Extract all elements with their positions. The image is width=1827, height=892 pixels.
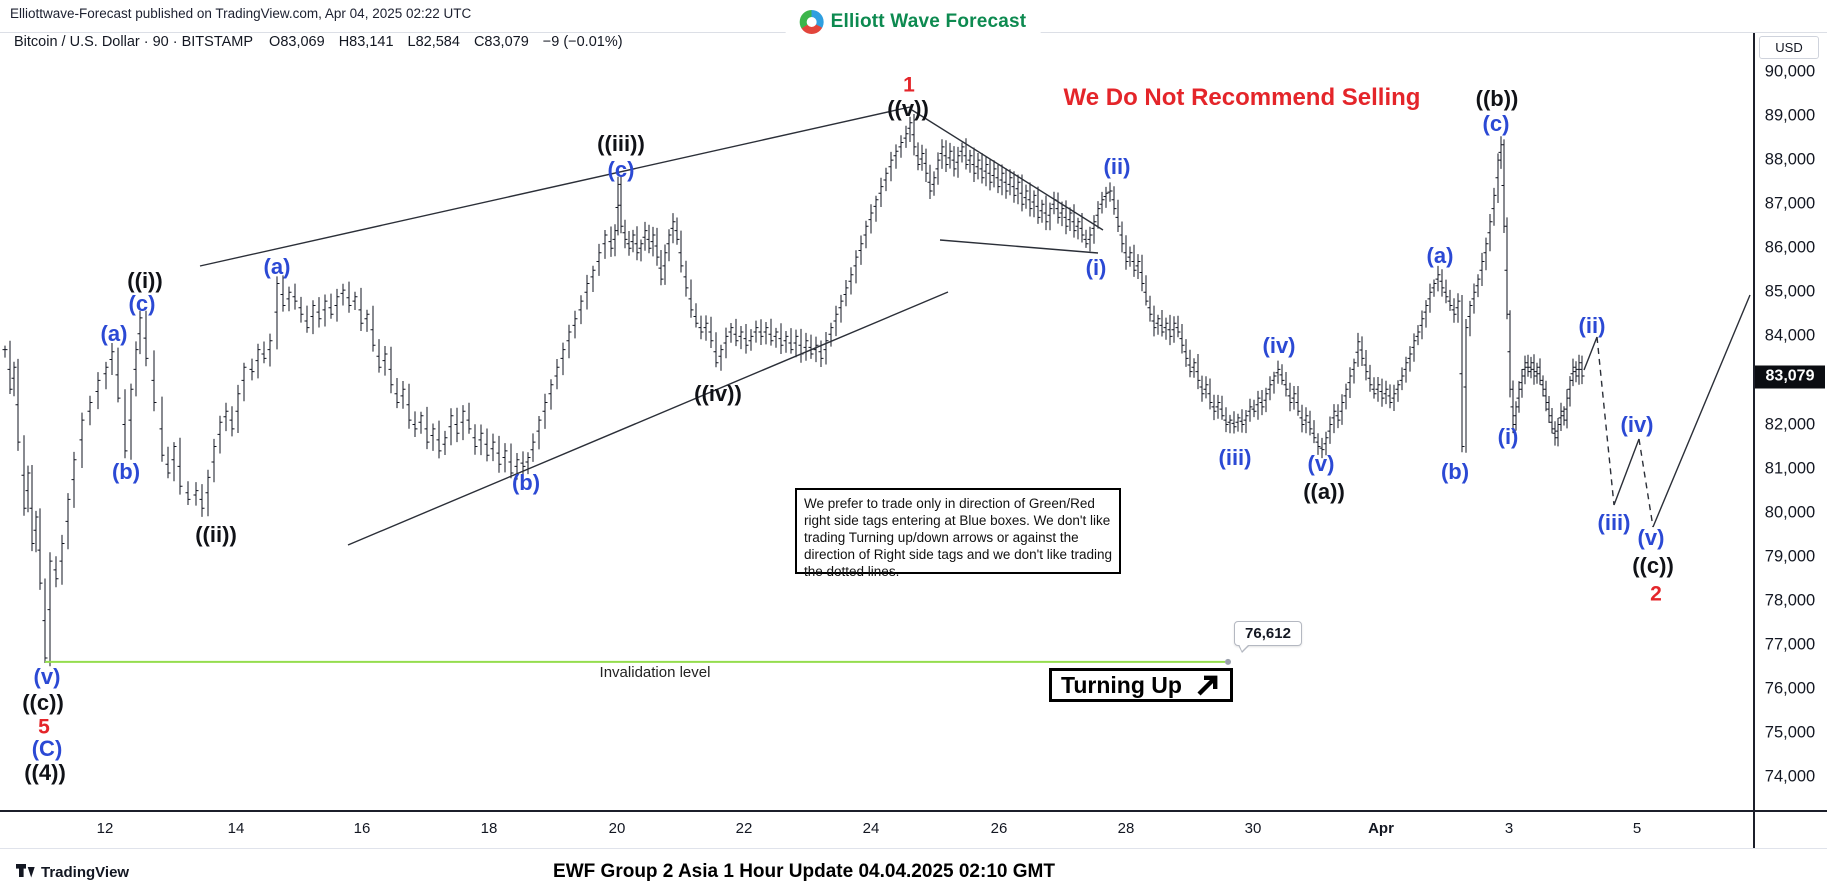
price-axis-label: 74,000 (1764, 767, 1816, 786)
price-axis-label: 77,000 (1764, 635, 1816, 654)
price-axis-label: 79,000 (1764, 547, 1816, 566)
price-axis-label: 80,000 (1764, 503, 1816, 522)
no-sell-warning-text: We Do Not Recommend Selling (1063, 84, 1421, 111)
time-axis-label: 26 (990, 820, 1008, 837)
time-axis-label: 3 (1504, 820, 1514, 837)
tradingview-logo-text: TradingView (41, 864, 130, 881)
publisher-note: Elliottwave-Forecast published on Tradin… (10, 6, 472, 21)
ohlc-value: C83,079 (473, 34, 529, 50)
price-axis-label: 78,000 (1764, 591, 1816, 610)
ewf-logo-icon (799, 10, 824, 34)
price-axis-label: 75,000 (1764, 723, 1816, 742)
price-axis-label: 81,000 (1764, 459, 1816, 478)
price-axis-border (1753, 33, 1755, 848)
trendline (199, 106, 911, 267)
invalidation-level-label: Invalidation level (599, 664, 711, 681)
trendline (1652, 294, 1751, 528)
time-axis-label: 22 (735, 820, 753, 837)
price-axis-label: 87,000 (1764, 194, 1816, 213)
trading-disclaimer-box: We prefer to trade only in direction of … (795, 488, 1121, 579)
ohlc-values: O83,069 H83,141 L82,584 C83,079 −9 (−0.01%) (269, 34, 623, 50)
currency-toggle-button[interactable]: USD (1759, 36, 1819, 59)
dashed-projection-line (1596, 336, 1615, 506)
ohlc-value: H83,141 (338, 34, 394, 50)
price-callout-bubble: 76,612 (1234, 621, 1302, 653)
trendline (347, 291, 949, 546)
price-axis-label: 76,000 (1764, 679, 1816, 698)
time-axis-label: 5 (1632, 820, 1642, 837)
symbol-ohlc-row: Bitcoin / U.S. Dollar · 90 · BITSTAMP O8… (14, 34, 623, 50)
time-axis-label: 20 (608, 820, 626, 837)
trendline (1583, 336, 1598, 371)
ohlc-value: −9 (−0.01%) (542, 34, 623, 50)
trendline (939, 239, 1099, 254)
time-axis-border (0, 810, 1827, 812)
price-axis-label: 86,000 (1764, 238, 1816, 257)
line-endpoint-dot (1225, 658, 1231, 665)
time-axis-label: 28 (1117, 820, 1135, 837)
turning-up-label: Turning Up (1061, 671, 1182, 698)
dashed-projection-line (1638, 438, 1654, 528)
time-axis-label: Apr (1368, 820, 1394, 837)
trendline (911, 109, 1104, 231)
ohlc-value: L82,584 (407, 34, 460, 50)
turning-up-signal-box: Turning Up (1049, 668, 1233, 702)
footer-divider (0, 848, 1827, 849)
time-axis-label: 30 (1244, 820, 1262, 837)
price-axis-label: 85,000 (1764, 282, 1816, 301)
time-axis-label: 12 (96, 820, 114, 837)
price-axis-label: 84,000 (1764, 326, 1816, 345)
trendline (1613, 438, 1640, 506)
price-axis-label: 90,000 (1764, 62, 1816, 81)
update-title: EWF Group 2 Asia 1 Hour Update 04.04.202… (553, 861, 1055, 882)
tradingview-logo[interactable]: TradingView (16, 864, 129, 881)
price-axis-label: 88,000 (1764, 150, 1816, 169)
tradingview-logo-icon (16, 864, 35, 878)
ewf-logo-text: Elliott Wave Forecast (830, 11, 1027, 32)
time-axis-label: 14 (227, 820, 245, 837)
time-axis-label: 24 (862, 820, 880, 837)
price-axis-label: 82,000 (1764, 415, 1816, 433)
last-price-badge: 83,079 (1755, 365, 1825, 389)
ohlc-bars (2, 114, 1585, 667)
time-axis-label: 18 (480, 820, 498, 837)
ohlc-value: O83,069 (269, 34, 325, 50)
ewf-logo: Elliott Wave Forecast (785, 10, 1041, 34)
symbol-title[interactable]: Bitcoin / U.S. Dollar · 90 · BITSTAMP (14, 34, 254, 50)
price-axis-label: 89,000 (1764, 106, 1816, 125)
time-axis-label: 16 (353, 820, 371, 837)
up-right-arrow-icon (1197, 675, 1218, 696)
